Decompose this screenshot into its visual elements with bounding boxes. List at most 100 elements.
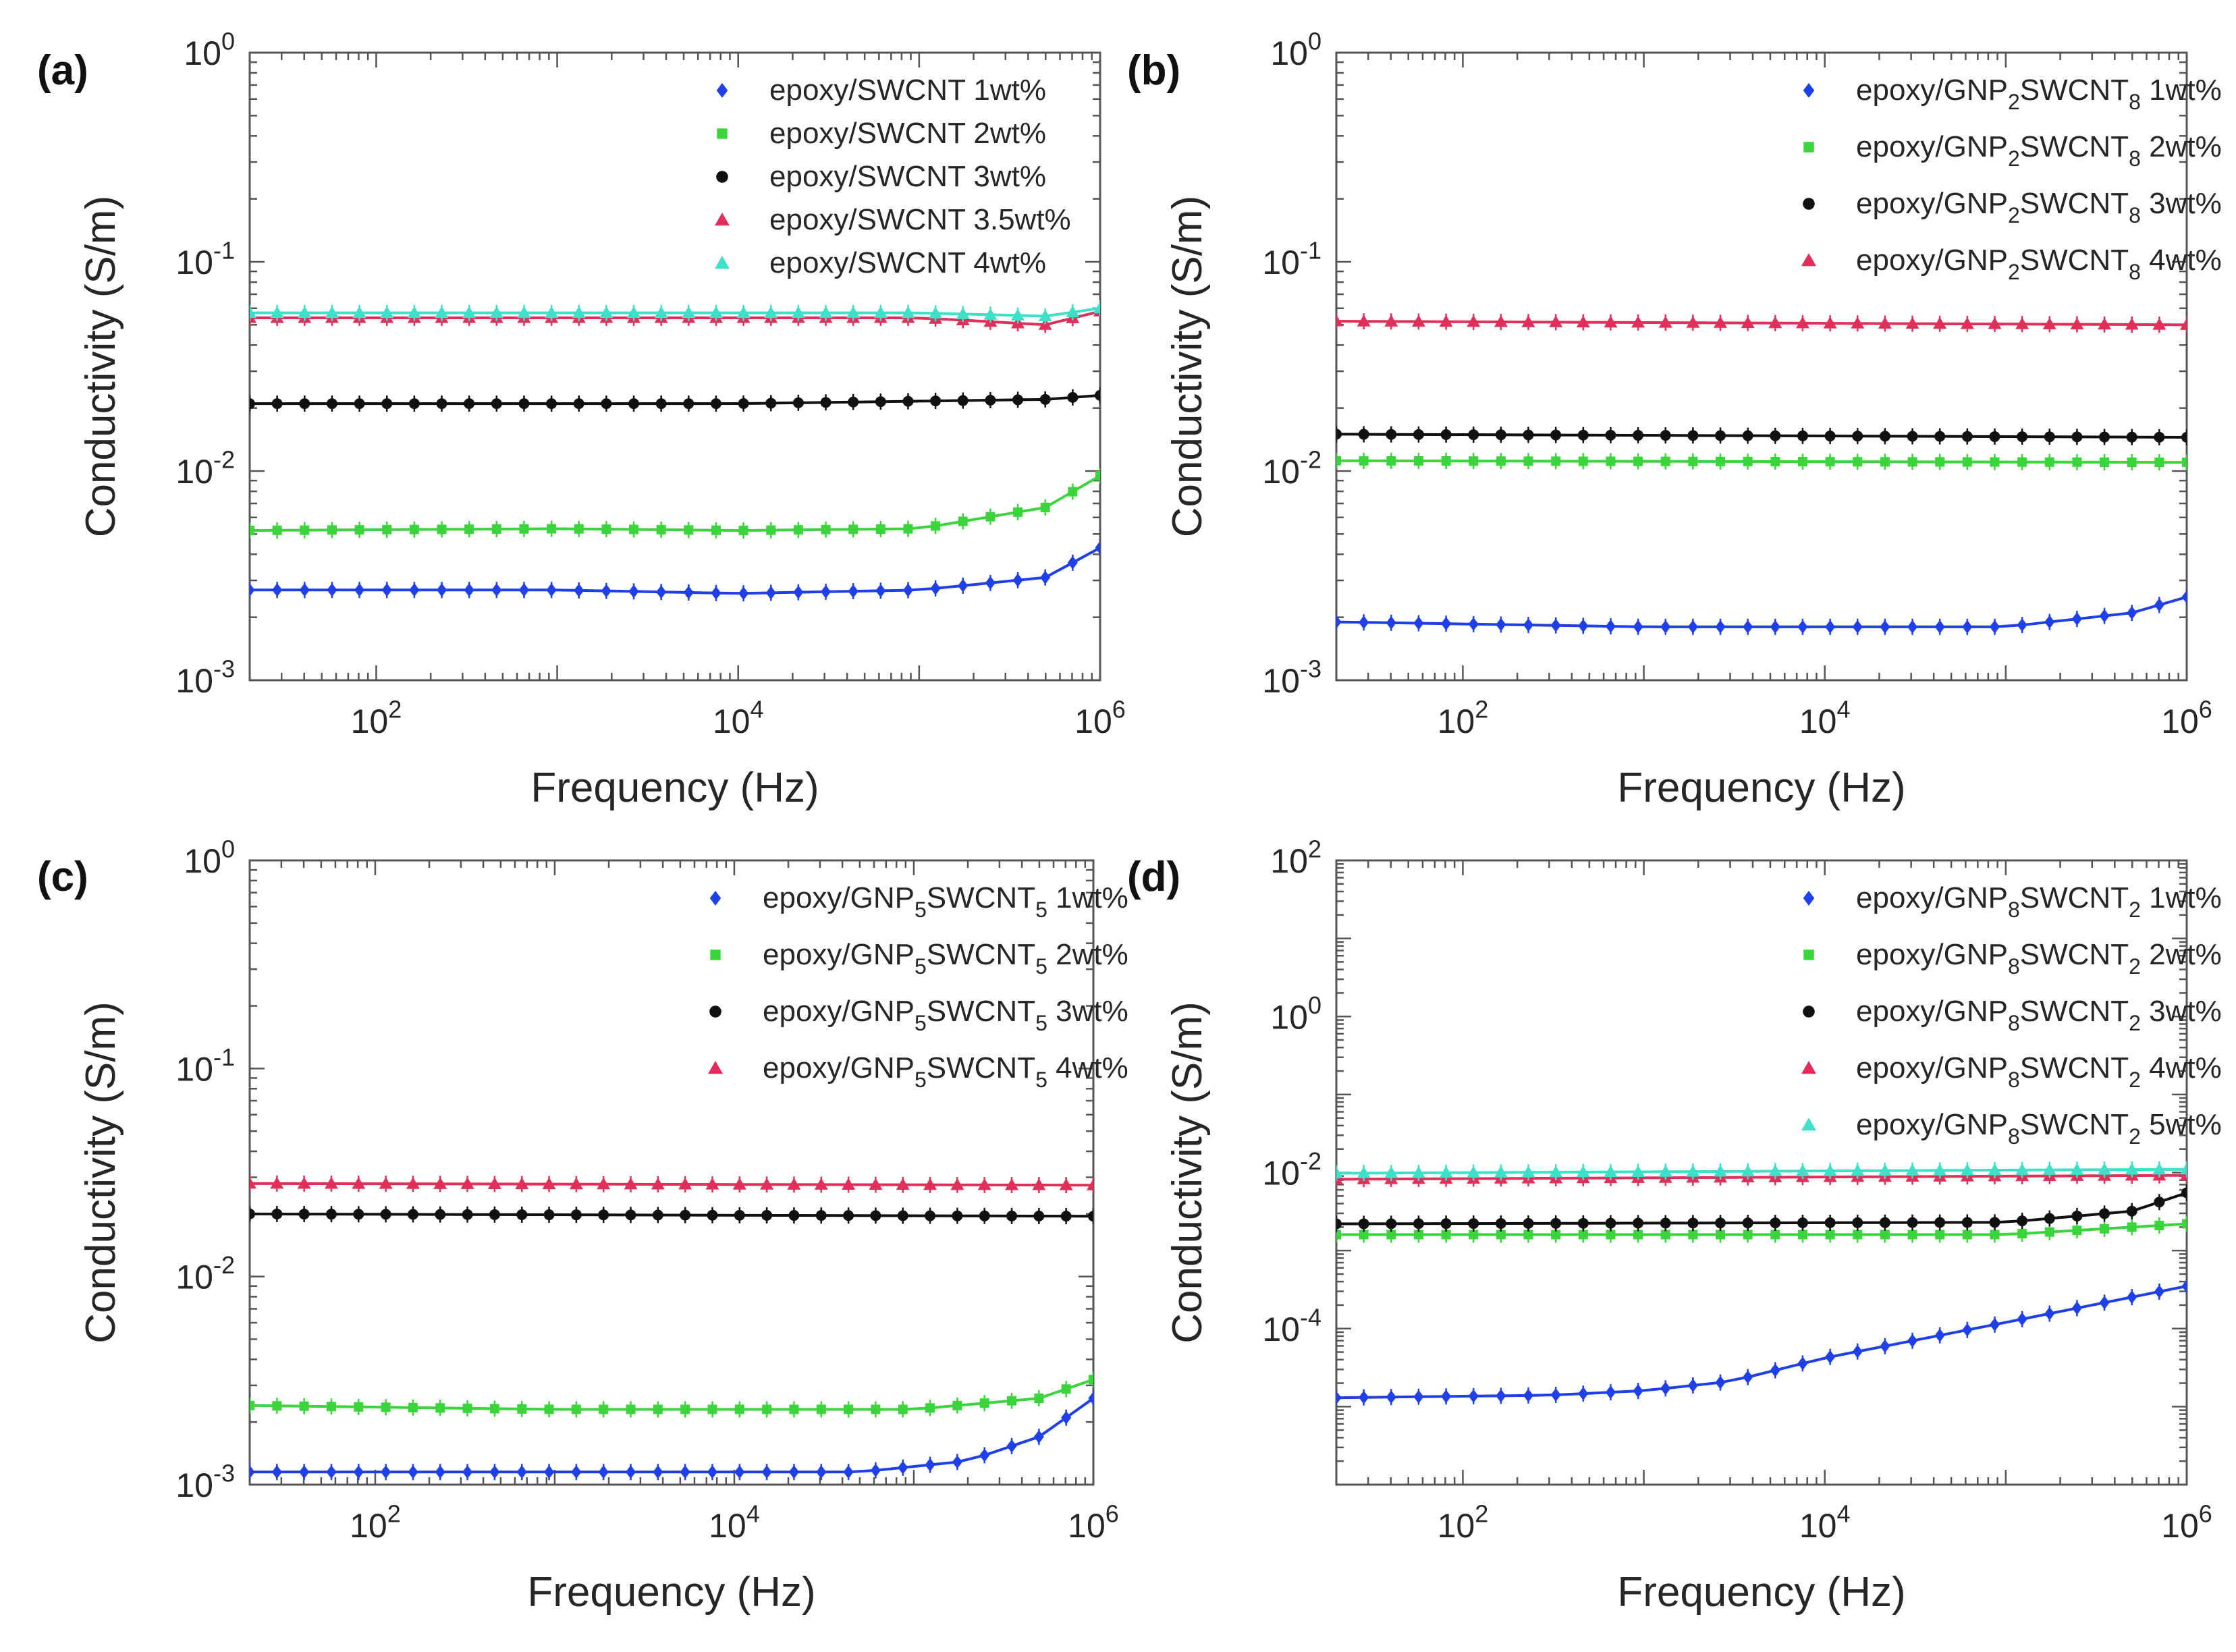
data-point [1686, 316, 1700, 328]
data-point [628, 398, 640, 410]
data-point [1907, 1217, 1918, 1228]
data-point [2099, 1208, 2110, 1219]
data-point [1878, 316, 1892, 329]
data-point [1095, 541, 1100, 555]
panel-label: (d) [1127, 854, 1180, 900]
data-point [1523, 1230, 1533, 1240]
data-point [1006, 1439, 1017, 1453]
data-point [1468, 429, 1479, 441]
data-point [897, 1210, 908, 1221]
legend-marker [1801, 1061, 1816, 1074]
data-point [435, 1209, 446, 1220]
data-point [2015, 317, 2029, 329]
data-point [1033, 1211, 1045, 1222]
data-point [298, 306, 312, 319]
data-point [814, 1178, 828, 1190]
data-point [871, 1404, 881, 1414]
data-point [1441, 617, 1452, 631]
series-2 [250, 467, 1100, 539]
legend-marker [1801, 253, 1816, 267]
data-point [299, 1465, 310, 1479]
data-point [1716, 1230, 1726, 1240]
data-point [2072, 457, 2082, 467]
data-point [958, 516, 968, 526]
data-point [1439, 1165, 1453, 1178]
data-point [1797, 1230, 1807, 1240]
data-point [1905, 316, 1919, 329]
data-point [1825, 457, 1835, 467]
data-point [1495, 1217, 1506, 1229]
data-point [1660, 456, 1670, 466]
data-point [627, 306, 641, 319]
data-point [1962, 457, 1972, 467]
data-point [1549, 315, 1563, 327]
data-point [381, 583, 392, 597]
data-point [1824, 1217, 1836, 1228]
data-point [1795, 1164, 1809, 1176]
data-point [382, 524, 392, 534]
data-point [655, 398, 667, 410]
y-tick-label: 100 [1270, 28, 1321, 73]
data-point [491, 524, 501, 534]
data-point [952, 1400, 962, 1410]
data-point [1825, 1350, 1836, 1364]
data-point [793, 585, 804, 599]
data-point [574, 524, 584, 534]
data-point [820, 397, 831, 408]
data-point [300, 525, 310, 535]
x-tick-label: 102 [350, 1500, 401, 1545]
data-point [2098, 317, 2112, 330]
data-point [327, 525, 337, 535]
data-point [791, 306, 805, 319]
data-point [547, 524, 557, 534]
legend-marker [708, 1061, 723, 1074]
data-point [354, 398, 365, 410]
data-point [816, 1465, 827, 1479]
legend-marker [716, 83, 728, 98]
data-point [1687, 430, 1699, 441]
legend-marker [1803, 198, 1815, 210]
series-4 [250, 1175, 1093, 1194]
data-point [1795, 316, 1809, 329]
x-axis-label: Frequency (Hz) [530, 765, 819, 811]
data-point [1386, 1230, 1396, 1240]
legend-marker [1803, 891, 1815, 906]
chart-panel-3: (c) 102 104 106 10-3 10-2 10-1 100 Frequency (Hz… [37, 835, 1128, 1616]
series-3 [250, 1205, 1093, 1225]
data-point [1336, 314, 1343, 327]
data-point [1550, 1388, 1561, 1402]
data-point [298, 1209, 310, 1220]
data-point [1067, 391, 1079, 403]
data-point [2181, 1279, 2187, 1293]
legend-entry: epoxy/GNP8SWCNT2 3wt% [1803, 995, 2222, 1035]
data-point [2125, 317, 2139, 330]
legend-label: epoxy/GNP2SWCNT8 3wt% [1856, 187, 2222, 227]
legend-label: epoxy/GNP5SWCNT5 1wt% [763, 881, 1128, 922]
data-point [898, 1460, 908, 1475]
data-point [250, 583, 255, 597]
data-point [1494, 1165, 1508, 1178]
data-point [952, 1455, 962, 1469]
data-point [1605, 1217, 1616, 1229]
data-point [1743, 620, 1753, 634]
data-point [626, 1465, 636, 1479]
data-point [2017, 1229, 2027, 1239]
data-point [1907, 620, 1918, 634]
data-point [518, 398, 530, 410]
data-point [2044, 1227, 2054, 1237]
data-point [519, 524, 529, 534]
series-2 [1336, 452, 2187, 471]
data-point [1823, 1164, 1837, 1176]
data-point [1604, 1165, 1618, 1178]
data-point [930, 581, 941, 595]
y-tick-label: 10-2 [175, 1251, 235, 1296]
data-point [2099, 609, 2110, 623]
data-point [1357, 314, 1371, 327]
legend-entry: epoxy/GNP2SWCNT8 2wt% [1803, 130, 2222, 171]
data-point [1440, 429, 1452, 441]
data-point [1768, 316, 1782, 329]
data-point [2099, 431, 2110, 443]
y-tick-label: 10-3 [175, 655, 235, 700]
data-point [1359, 1230, 1369, 1240]
data-point [929, 306, 943, 319]
